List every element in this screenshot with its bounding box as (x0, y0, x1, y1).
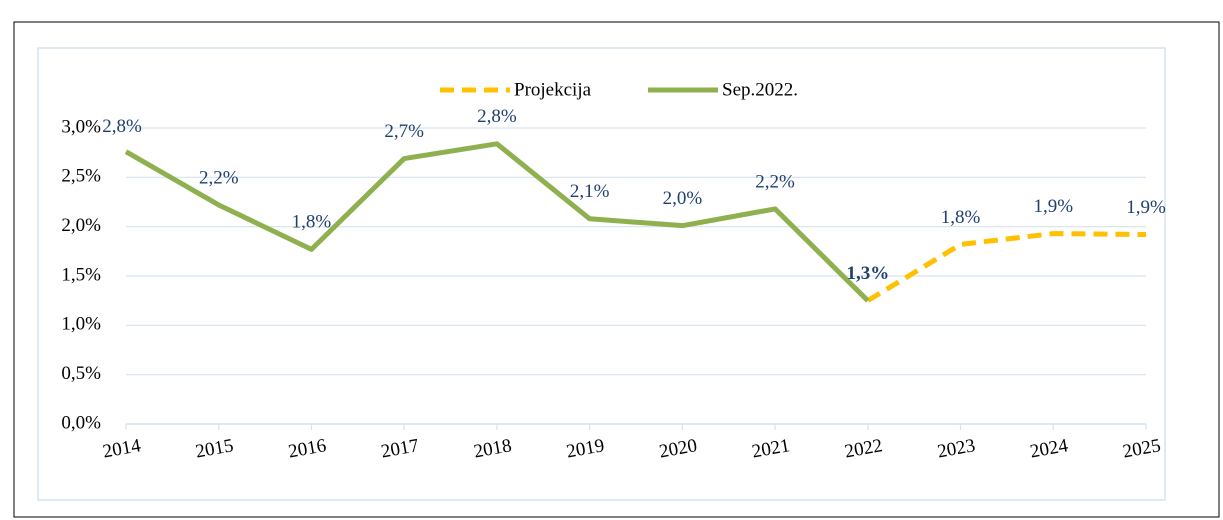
x-tick-label: 2022 (843, 435, 884, 462)
value-label: 1,8% (941, 207, 981, 228)
value-label: 2,2% (755, 171, 795, 192)
x-tick-label: 2023 (936, 435, 977, 462)
value-label: 2,1% (570, 181, 610, 202)
y-tick-label: 2,0% (61, 215, 101, 236)
y-tick-label: 2,5% (61, 166, 101, 187)
value-label: 1,3% (846, 263, 889, 284)
x-tick-label: 2015 (194, 435, 235, 462)
legend-label: Projekcija (514, 79, 592, 100)
x-tick-label: 2017 (379, 435, 420, 462)
value-label: 1,9% (1033, 196, 1073, 217)
x-tick-label: 2021 (750, 435, 791, 462)
y-tick-label: 0,5% (61, 363, 101, 384)
x-tick-label: 2024 (1029, 435, 1071, 462)
value-label: 1,9% (1126, 197, 1166, 218)
x-tick-label: 2018 (472, 435, 513, 462)
chart-area (37, 47, 1166, 501)
series-line (124, 141, 870, 303)
value-label: 2,8% (102, 116, 142, 137)
x-tick-label: 2019 (565, 435, 606, 462)
y-tick-label: 1,0% (61, 314, 101, 335)
series-line (866, 231, 1147, 303)
legend-label: Sep.2022. (722, 79, 798, 100)
x-tick-label: 2020 (658, 435, 699, 462)
x-tick-label: 2014 (101, 435, 143, 462)
y-tick-label: 0,0% (61, 412, 101, 433)
value-label: 2,2% (199, 167, 239, 188)
x-tick-label: 2025 (1121, 435, 1162, 462)
value-label: 1,8% (292, 212, 332, 233)
value-label: 2,8% (477, 106, 517, 127)
y-tick-label: 1,5% (61, 264, 101, 285)
y-tick-label: 3,0% (61, 116, 101, 137)
x-tick-label: 2016 (287, 435, 328, 462)
value-label: 2,7% (384, 121, 424, 142)
outer-frame (13, 21, 1220, 518)
value-label: 2,0% (663, 188, 703, 209)
